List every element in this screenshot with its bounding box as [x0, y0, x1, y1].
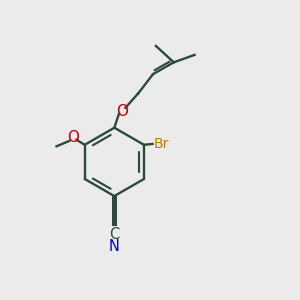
Text: O: O	[67, 130, 79, 145]
Text: O: O	[116, 104, 128, 119]
Text: C: C	[109, 227, 119, 242]
Text: N: N	[109, 239, 120, 254]
Text: Br: Br	[154, 136, 170, 151]
